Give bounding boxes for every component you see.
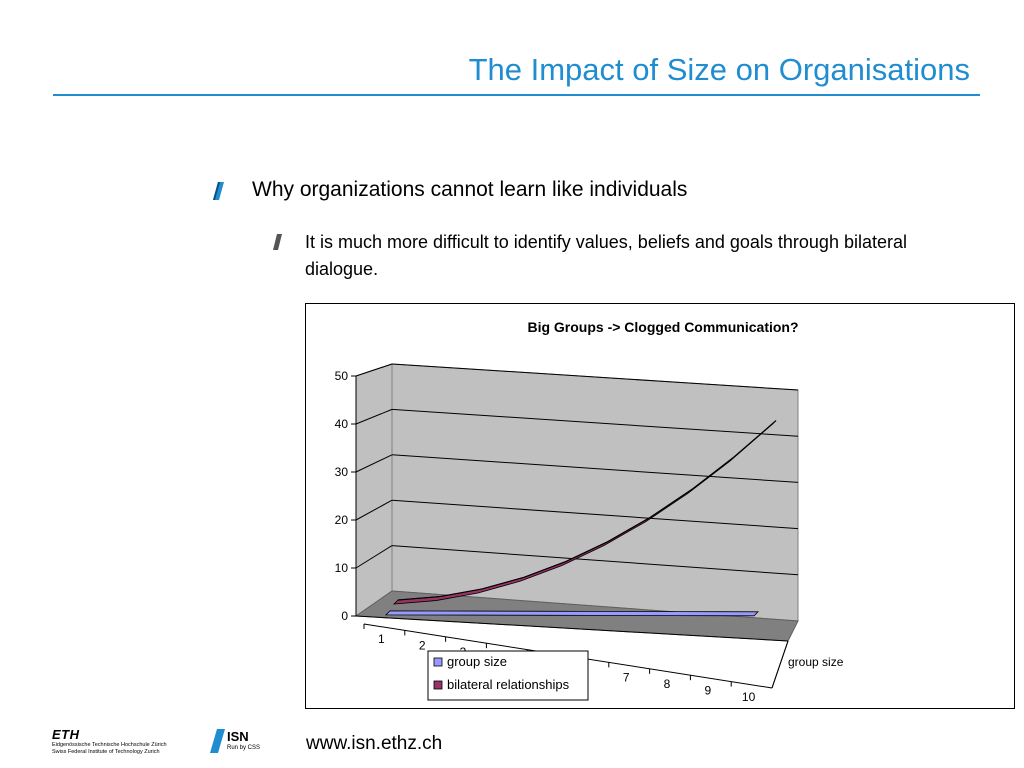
bullet-marker-icon: [213, 182, 224, 200]
x-tick-label: 10: [742, 690, 756, 704]
y-tick-label: 30: [335, 465, 349, 479]
chart-svg: Big Groups -> Clogged Communication? 0 10…: [335, 319, 844, 704]
chart-gridline-side: [355, 499, 393, 521]
chart-gridline-side: [355, 408, 393, 425]
y-tick-label: 40: [335, 417, 349, 431]
title-rule: [53, 94, 980, 96]
y-tick-label: 50: [335, 369, 349, 383]
x-tick-label: 2: [419, 639, 426, 653]
eth-line2: Swiss Federal Institute of Technology Zu…: [52, 749, 160, 755]
eth-line1: Eidgenössische Technische Hochschule Zür…: [52, 742, 167, 748]
bullet-marker-icon: [273, 234, 282, 250]
footer-url[interactable]: www.isn.ethz.ch: [306, 733, 443, 754]
chart-gridline-side: [355, 545, 393, 569]
chart-back-wall: [391, 363, 799, 622]
x-tick-label: 8: [664, 677, 671, 691]
depth-edge: [771, 640, 789, 689]
chart-gridline-side: [355, 363, 393, 377]
bullet-level1-text: Why organizations cannot learn like indi…: [252, 178, 688, 201]
y-tick-label: 20: [335, 513, 349, 527]
chart-gridline-side: [355, 454, 393, 473]
chart-frame: Big Groups -> Clogged Communication? 0 10…: [305, 303, 1015, 709]
chart-gridline: [391, 408, 799, 437]
x-tick-label: 1: [378, 632, 385, 646]
isn-subtitle: Run by CSS: [227, 745, 261, 751]
y-tick-label: 0: [341, 609, 348, 623]
bullet-level2-text: It is much more difficult to identify va…: [305, 232, 907, 279]
legend-swatch: [433, 657, 443, 667]
legend-label: bilateral relationships: [447, 677, 570, 692]
slide-title: The Impact of Size on Organisations: [468, 52, 970, 87]
x-tick-label: 9: [704, 683, 711, 697]
legend-label: group size: [447, 654, 507, 669]
legend-swatch: [433, 680, 443, 690]
series-bilateral-line: [397, 420, 777, 601]
eth-logo: ETH Eidgenössische Technische Hochschule…: [52, 727, 167, 756]
depth-axis-label: group size: [788, 655, 844, 669]
series-group-size-ribbon: [385, 610, 759, 617]
x-axis: [355, 615, 789, 642]
chart-gridline: [391, 499, 799, 530]
legend-box: [427, 650, 589, 701]
chart-gridline: [391, 545, 799, 576]
isn-logo-text: ISN: [227, 729, 249, 744]
y-tick-label: 10: [335, 561, 349, 575]
chart-title: Big Groups -> Clogged Communication?: [527, 319, 798, 335]
x-tick-label: 7: [623, 671, 630, 685]
chart-side-wall: [355, 363, 393, 617]
chart-gridline: [391, 454, 799, 483]
isn-slash-icon: [210, 729, 225, 753]
eth-logo-text: ETH: [52, 727, 80, 742]
chart-gridline: [391, 363, 799, 391]
